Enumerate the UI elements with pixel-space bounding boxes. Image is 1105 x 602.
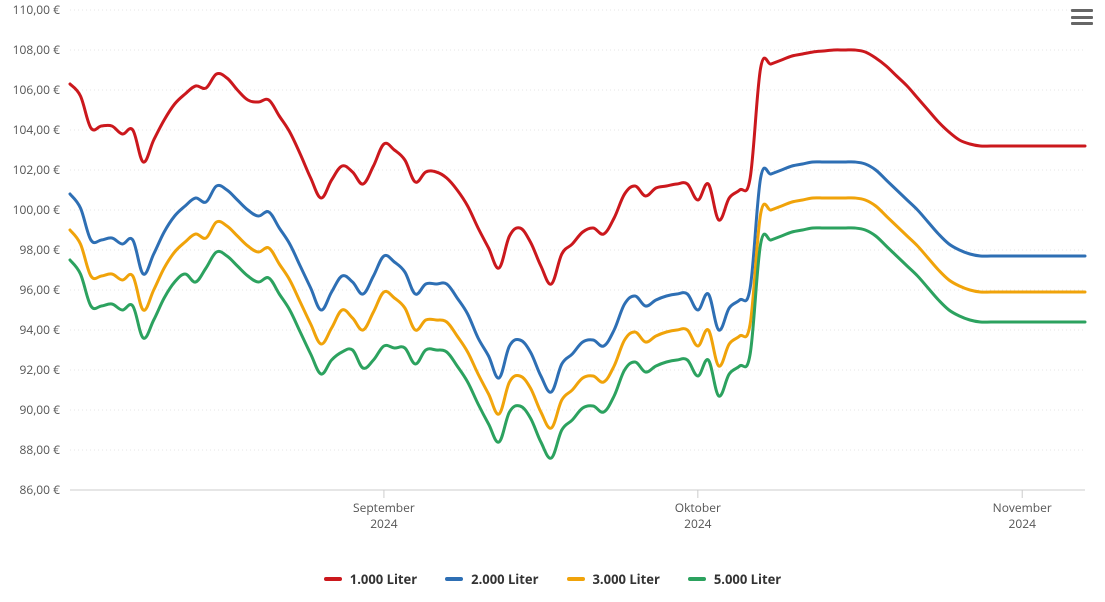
chart-plot-area: 86,00 € 88,00 € 90,00 € 92,00 € 94,00 € 96,00… [0, 0, 1105, 545]
chart-menu-button[interactable] [1069, 6, 1095, 28]
svg-text:110,00 €: 110,00 € [13, 1, 61, 18]
svg-text:94,00 €: 94,00 € [19, 321, 60, 338]
legend-swatch [567, 577, 585, 581]
legend-label: 2.000 Liter [471, 570, 538, 588]
price-chart: 86,00 € 88,00 € 90,00 € 92,00 € 94,00 € 96,00… [0, 0, 1105, 602]
svg-text:100,00 €: 100,00 € [13, 201, 61, 218]
svg-text:88,00 €: 88,00 € [19, 441, 60, 458]
legend-item[interactable]: 5.000 Liter [688, 570, 781, 588]
svg-text:2024: 2024 [1008, 515, 1036, 532]
svg-text:2024: 2024 [684, 515, 712, 532]
legend-label: 3.000 Liter [593, 570, 660, 588]
legend-item[interactable]: 2.000 Liter [445, 570, 538, 588]
chart-legend: 1.000 Liter 2.000 Liter 3.000 Liter 5.000 L… [0, 570, 1105, 588]
svg-text:2024: 2024 [370, 515, 398, 532]
legend-swatch [688, 577, 706, 581]
svg-text:92,00 €: 92,00 € [19, 361, 60, 378]
svg-text:96,00 €: 96,00 € [19, 281, 60, 298]
svg-text:November: November [993, 499, 1052, 516]
svg-text:102,00 €: 102,00 € [13, 161, 61, 178]
svg-text:90,00 €: 90,00 € [19, 401, 60, 418]
legend-swatch [445, 577, 463, 581]
legend-label: 5.000 Liter [714, 570, 781, 588]
svg-text:108,00 €: 108,00 € [13, 41, 61, 58]
legend-label: 1.000 Liter [350, 570, 417, 588]
svg-text:September: September [353, 499, 415, 516]
legend-item[interactable]: 1.000 Liter [324, 570, 417, 588]
svg-text:104,00 €: 104,00 € [13, 121, 61, 138]
legend-swatch [324, 577, 342, 581]
legend-item[interactable]: 3.000 Liter [567, 570, 660, 588]
svg-text:86,00 €: 86,00 € [19, 481, 60, 498]
svg-text:Oktober: Oktober [675, 499, 721, 516]
svg-text:98,00 €: 98,00 € [19, 241, 60, 258]
svg-text:106,00 €: 106,00 € [13, 81, 61, 98]
